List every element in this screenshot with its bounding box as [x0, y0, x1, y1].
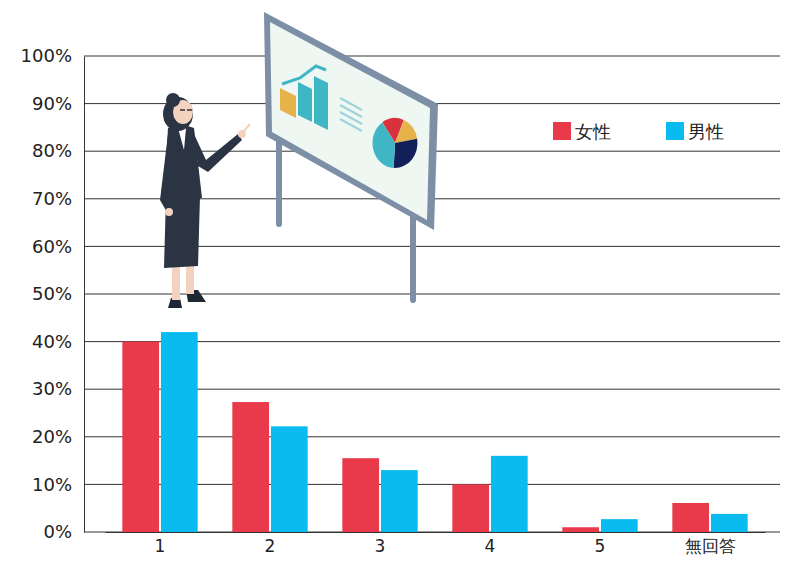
board-face [270, 22, 430, 220]
bar [562, 527, 599, 532]
board-icon [394, 139, 418, 168]
bars [122, 332, 747, 532]
board-icon [340, 98, 362, 110]
y-tick-label: 20% [32, 426, 72, 447]
x-tick-label: 無回答 [685, 536, 736, 556]
x-tick-label: 4 [485, 536, 496, 556]
y-tick: 20% [32, 426, 84, 447]
x-tick-label: 3 [375, 536, 386, 556]
person-hand [165, 208, 173, 216]
legend-swatch [553, 122, 571, 140]
board-icon [373, 122, 395, 168]
y-tick-label: 70% [32, 188, 72, 209]
x-tick: 1 [155, 532, 166, 556]
bar [232, 402, 269, 532]
x-tick-label: 5 [595, 536, 606, 556]
y-tick-label: 100% [21, 45, 72, 66]
y-tick: 40% [32, 331, 84, 352]
x-tick: 2 [265, 532, 276, 556]
board-icon [340, 112, 362, 124]
person-arm [194, 134, 242, 172]
y-tick: 90% [32, 93, 84, 114]
y-tick: 60% [32, 236, 84, 257]
board-icon [280, 88, 296, 118]
y-tick: 70% [32, 188, 84, 209]
y-axis: 0% 10% 20% 30% 40% 50% 60% 70% 80% 90% 100% [21, 45, 85, 542]
bar [381, 470, 418, 532]
bar [342, 458, 379, 532]
y-tick: 80% [32, 140, 84, 161]
bar [672, 503, 709, 532]
y-tick: 0% [43, 521, 84, 542]
board-icon [340, 119, 362, 131]
y-tick: 50% [32, 283, 84, 304]
y-tick: 100% [21, 45, 84, 66]
y-tick-label: 80% [32, 140, 72, 161]
y-tick: 30% [32, 378, 84, 399]
bar [161, 332, 198, 532]
series-bars [122, 342, 709, 532]
bar [452, 484, 489, 532]
person-hair [166, 93, 180, 107]
y-tick-label: 10% [32, 474, 72, 495]
x-axis-line [106, 532, 766, 533]
legend: 女性 男性 [553, 121, 724, 142]
y-tick-label: 40% [32, 331, 72, 352]
person-hand [244, 124, 250, 131]
legend-label: 男性 [688, 121, 724, 142]
y-tick-label: 60% [32, 236, 72, 257]
board-icon [298, 82, 312, 122]
bar [491, 456, 528, 532]
x-tick: 3 [375, 532, 386, 556]
person-shirt [178, 128, 186, 150]
y-tick-label: 90% [32, 93, 72, 114]
bar [601, 519, 638, 532]
y-axis-line [84, 57, 85, 533]
x-axis: 1 2 3 4 5 無回答 [106, 532, 766, 556]
x-tick-label: 2 [265, 536, 276, 556]
x-tick: 5 [595, 532, 606, 556]
person-glasses [180, 109, 192, 111]
chart: 0% 10% 20% 30% 40% 50% 60% 70% 80% 90% 100% 1 2 3 4 5 無回… [0, 0, 786, 565]
x-tick: 4 [485, 532, 496, 556]
x-tick-label: 1 [155, 536, 166, 556]
bar [711, 514, 748, 532]
y-tick: 10% [32, 474, 84, 495]
x-tick: 無回答 [685, 532, 736, 556]
y-tick-label: 50% [32, 283, 72, 304]
board-icon [340, 105, 362, 117]
board-icon [314, 76, 328, 130]
y-tick-label: 30% [32, 378, 72, 399]
bar [122, 342, 159, 532]
board-icon [282, 66, 326, 84]
illustration [160, 12, 438, 308]
series-bars [161, 332, 748, 532]
legend-label: 女性 [575, 121, 611, 142]
grid-line [84, 56, 780, 57]
y-tick-label: 0% [43, 521, 72, 542]
legend-swatch [666, 122, 684, 140]
person-arm [160, 134, 176, 214]
bar [271, 426, 308, 532]
board-frame [264, 12, 438, 230]
board-pie [373, 118, 418, 168]
